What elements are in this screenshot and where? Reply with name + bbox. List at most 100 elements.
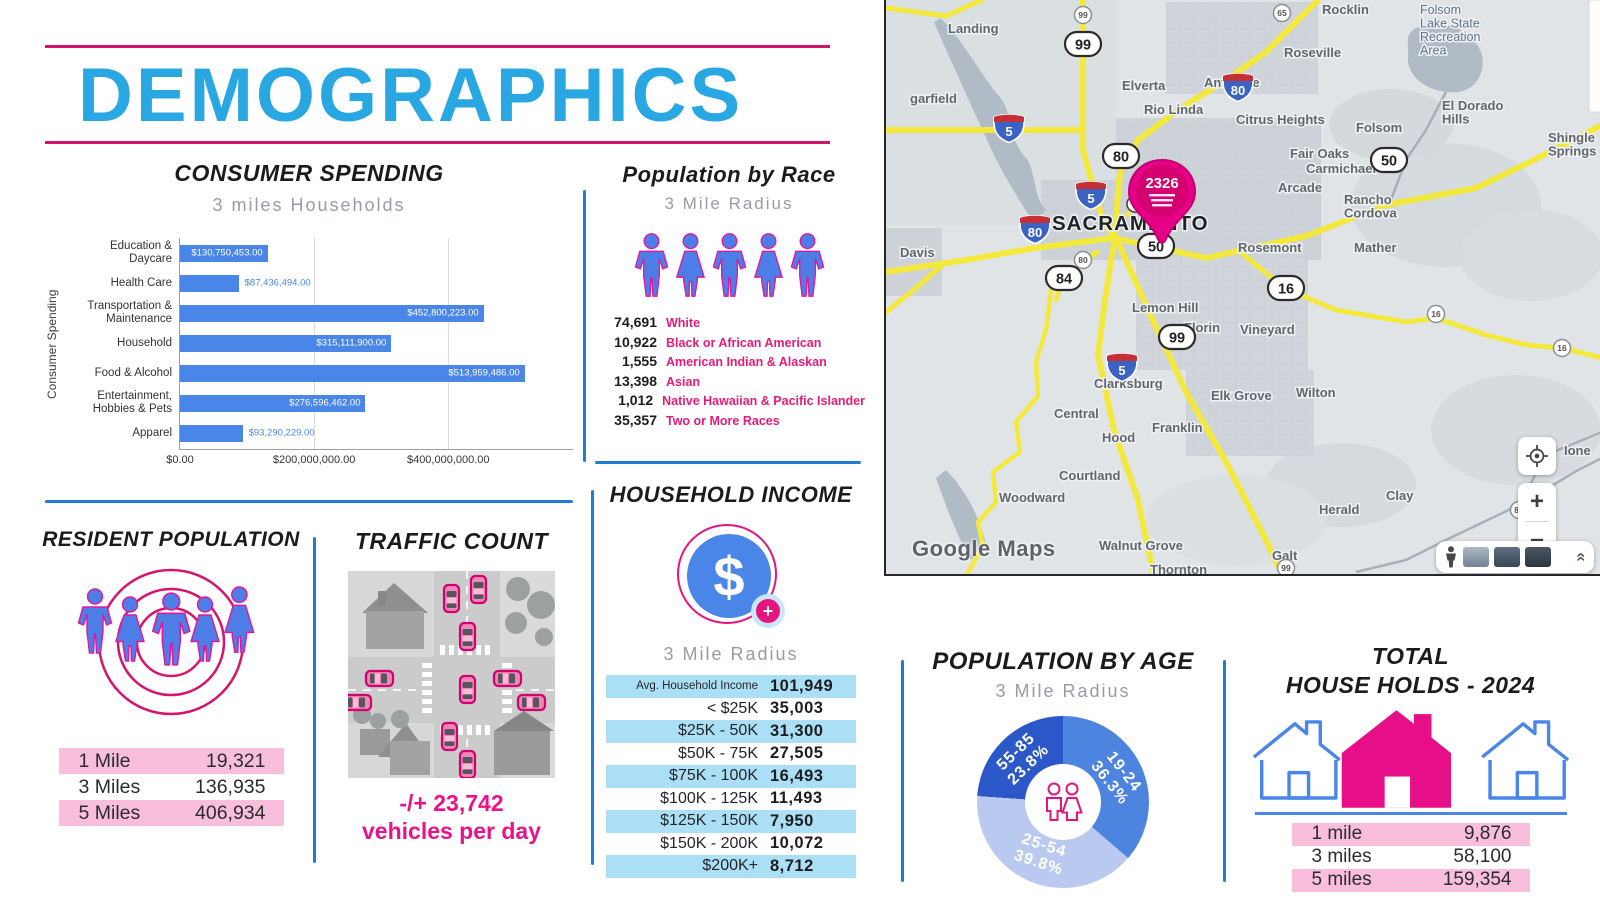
locate-target-icon	[1526, 445, 1548, 467]
male-person-icon	[634, 233, 668, 297]
route-shield: 99	[1157, 323, 1197, 351]
map-canvas[interactable]: LandinggarfieldElvertaAntelopeRio LindaC…	[884, 0, 1600, 576]
pegman-icon[interactable]	[1444, 546, 1458, 568]
resident-heading: RESIDENT POPULATION	[42, 528, 300, 551]
income-bracket-label: $75K - 100K	[669, 767, 758, 785]
race-row: 13,398 Asian	[593, 373, 865, 393]
map-label-city: Rosemont	[1238, 240, 1302, 255]
map-label-city: Folsom	[1356, 120, 1402, 135]
bar: $315,111,900.00	[180, 334, 392, 352]
map-label-city: Wilton	[1296, 385, 1336, 400]
income-value: 11,493	[770, 789, 823, 808]
bar-category-label: Education & Daycare	[109, 240, 172, 265]
people-icons	[593, 232, 865, 298]
resident-population-section: RESIDENT POPULATION 1 Mile 19,321 3 Miles 1…	[42, 528, 300, 826]
radius-label: 3 miles	[1311, 846, 1372, 867]
income-row: $25K - 50K 31,300	[606, 720, 856, 743]
race-label: Asian	[666, 374, 701, 389]
location-pin-icon[interactable]: 2326	[1127, 158, 1197, 244]
houses-underline	[1254, 811, 1567, 815]
svg-text:80: 80	[1231, 83, 1245, 98]
chart-y-axis-title: Consumer Spending	[45, 289, 59, 399]
svg-text:16: 16	[1431, 309, 1441, 319]
car-icon	[442, 583, 461, 614]
total-households-section: TOTAL HOUSE HOLDS - 2024 1 mile 9,876 3 mi…	[1238, 642, 1583, 892]
map-label-city: Hood	[1102, 430, 1135, 445]
bar-category-label: Apparel	[132, 426, 172, 439]
bar-row: $513,959,486.00	[180, 358, 573, 388]
traffic-heading: TRAFFIC COUNT	[354, 528, 549, 554]
map-image: LandinggarfieldElvertaAntelopeRio LindaC…	[886, 0, 1600, 574]
route-shield-circle: 99	[1276, 558, 1296, 574]
income-row: Avg. Household Income 101,949	[606, 675, 856, 698]
svg-text:99: 99	[1169, 331, 1185, 347]
population-row: 1 Mile 19,321	[58, 748, 284, 774]
income-subtitle: 3 Mile Radius	[663, 644, 799, 664]
income-row: $75K - 100K 16,493	[606, 765, 856, 788]
income-value: 16,493	[770, 766, 824, 785]
car-icon	[440, 721, 459, 752]
map-label-city: Rancho Cordova	[1344, 192, 1398, 221]
car-icons	[348, 574, 547, 778]
resident-table: 1 Mile 19,321 3 Miles 136,935 5 Miles 406,934	[58, 748, 284, 826]
map-label-city: Citrus Heights	[1236, 112, 1325, 127]
households-value: 9,876	[1463, 823, 1512, 844]
map-photos-bar[interactable]: «	[1436, 541, 1594, 573]
radius-label: 5 miles	[1311, 869, 1372, 890]
race-label: American Indian & Alaskan	[666, 355, 827, 369]
bar-row: $87,436,494.00	[180, 268, 573, 298]
race-row: 1,012 Native Hawaiian & Pacific Islander	[593, 392, 865, 412]
race-row: 35,357 Two or More Races	[593, 412, 865, 432]
households-value: 159,354	[1442, 869, 1512, 890]
svg-text:16: 16	[1557, 343, 1567, 353]
map-label-city: Clay	[1386, 488, 1414, 503]
bar: $452,800,223.00	[180, 304, 484, 322]
bar-row: $276,596,462.00	[180, 388, 573, 418]
map-label-city: Davis	[900, 245, 935, 260]
female-person-icon	[675, 233, 705, 297]
google-maps-logo[interactable]: Google Maps	[912, 536, 1056, 561]
map-label-city: Galt	[1272, 548, 1298, 563]
map-collapse-button[interactable]: «	[1572, 552, 1592, 562]
zoom-divider	[1525, 521, 1549, 522]
map-label-city: Franklin	[1152, 420, 1203, 435]
age-donut-chart: 19-24 36.3% 25-54 39.8% 55-85 23.8%	[977, 716, 1149, 888]
title-rule-bottom	[45, 141, 830, 144]
bar-value-label: $513,959,486.00	[448, 367, 520, 379]
households-table: 1 mile 9,876 3 miles 58,100 5 miles 159,354	[1291, 822, 1530, 892]
donut-center	[1025, 764, 1101, 840]
race-count: 1,012	[618, 392, 654, 408]
route-shield: 16	[1266, 274, 1306, 302]
bar-value-label: $452,800,223.00	[407, 307, 479, 319]
race-count: 1,555	[621, 353, 657, 369]
map-zoom-in-button[interactable]: +	[1529, 488, 1544, 515]
divider	[595, 461, 861, 464]
households-row: 3 miles 58,100	[1292, 846, 1530, 869]
race-table: 74,691 White 10,922 Black or African Americ…	[593, 314, 865, 431]
svg-text:99: 99	[1078, 10, 1088, 20]
photo-thumbnail[interactable]	[1463, 547, 1489, 567]
plus-badge-icon: +	[751, 594, 785, 628]
car-icon	[458, 674, 477, 705]
race-label: Two or More Races	[666, 413, 780, 428]
interstate-shield: 5	[1106, 352, 1138, 383]
photo-thumbnail[interactable]	[1494, 547, 1520, 567]
bar: $276,596,462.00	[180, 394, 366, 412]
route-shield: 80	[1101, 142, 1141, 170]
trees	[353, 577, 555, 729]
bar-track: $130,750,453.00	[180, 244, 573, 262]
map-label-city: Shingle Springs	[1548, 130, 1596, 159]
svg-text:80: 80	[1028, 225, 1042, 240]
traffic-count-section: TRAFFIC COUNT	[333, 528, 570, 845]
population-value: 19,321	[205, 749, 266, 772]
svg-text:80: 80	[1113, 150, 1129, 166]
bar-row: $93,290,229.00	[180, 418, 573, 448]
map-locate-button[interactable]	[1518, 437, 1556, 475]
population-by-race-section: Population by Race 3 Mile Radius 74,691 W…	[593, 162, 865, 431]
bar-row: $315,111,900.00	[180, 328, 573, 358]
svg-text:5: 5	[1087, 191, 1094, 206]
bar-track: $87,436,494.00	[180, 274, 573, 292]
photo-thumbnail[interactable]	[1525, 547, 1551, 567]
bar-category-label: Health Care	[110, 276, 172, 289]
age-heading: POPULATION BY AGE	[932, 648, 1194, 675]
